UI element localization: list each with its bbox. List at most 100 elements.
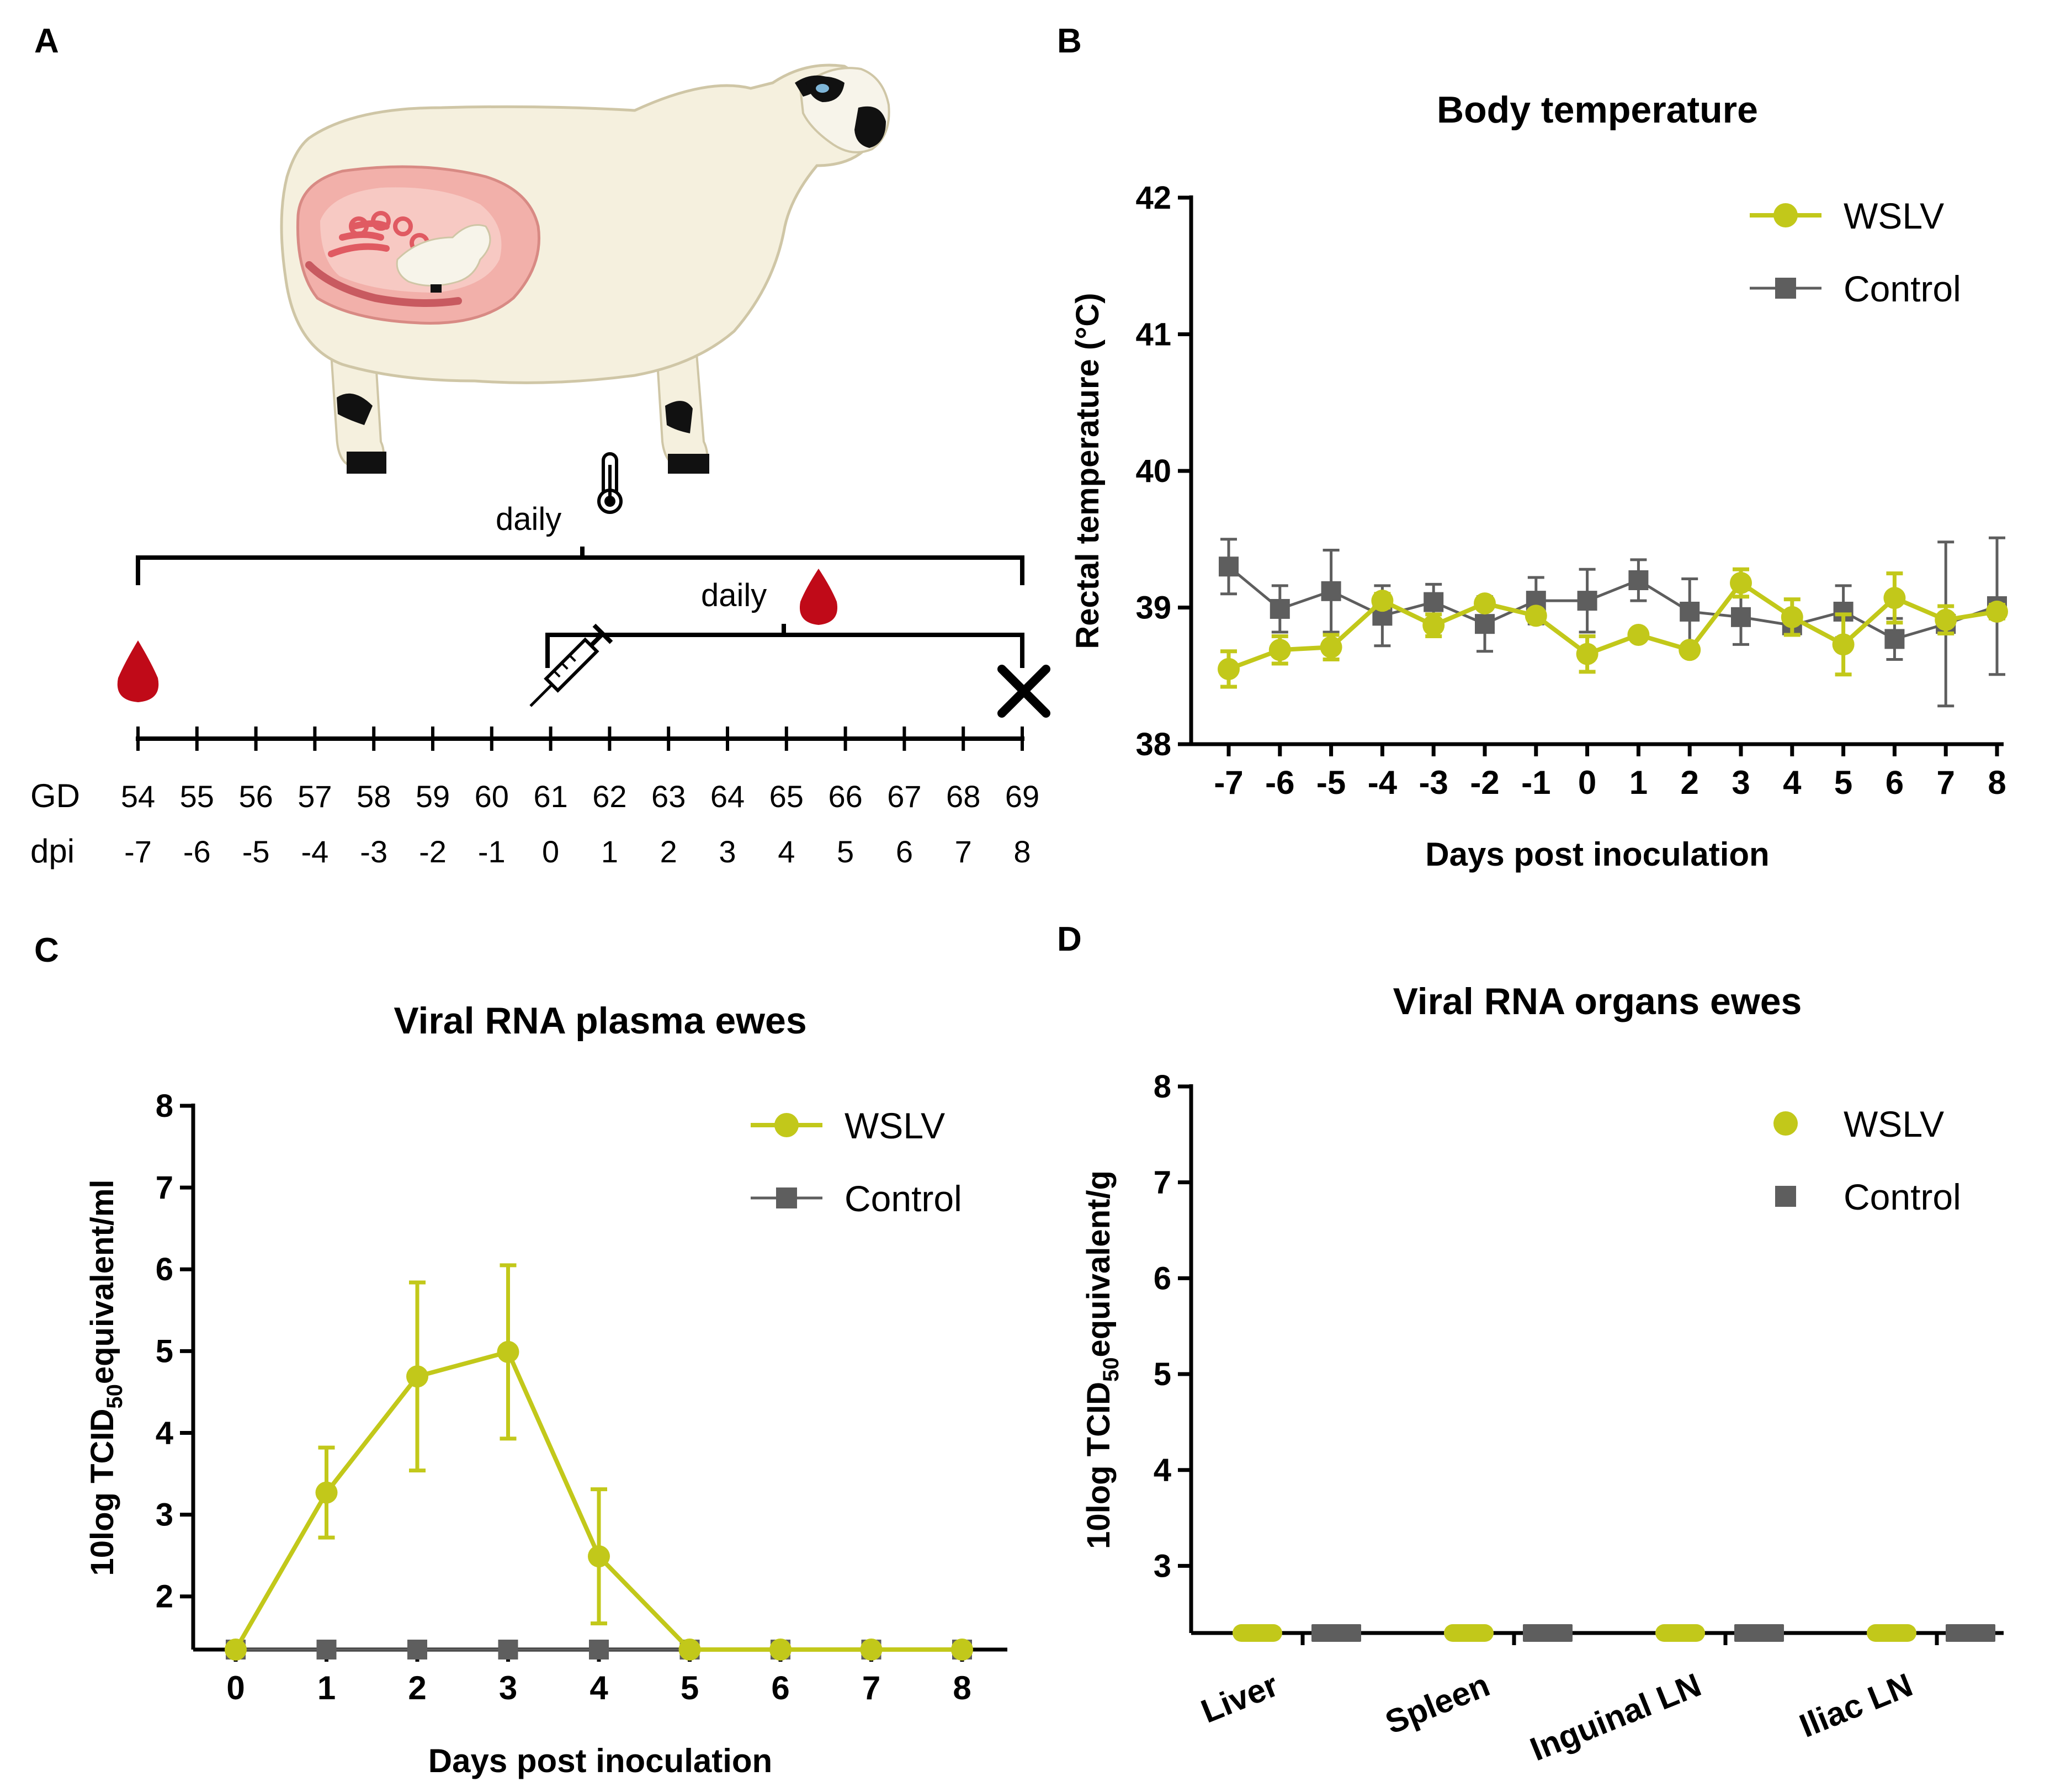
sheep-eye (816, 84, 829, 93)
chart-viral-rna-plasma: Viral RNA plasma ewes 2 3 4 5 6 7 8 10log TCID50… (84, 1000, 1007, 1779)
dpi-value: -6 (183, 834, 211, 869)
legend-label: WSLV (1844, 1104, 1944, 1144)
y-tick-label: 4 (1154, 1452, 1171, 1488)
dpi-values: -7 -6 -5 -4 -3 -2 -1 0 1 2 3 4 5 6 7 8 (124, 834, 1031, 869)
gd-value: 63 (651, 779, 686, 814)
y-axis-label: Rectal temperature (°C) (1070, 293, 1106, 649)
gd-value: 58 (357, 779, 391, 814)
series-control (1311, 1624, 1995, 1642)
dpi-value: -1 (478, 834, 506, 869)
data-point-circle (1422, 614, 1445, 637)
data-point-square (407, 1640, 427, 1660)
dpi-value: -4 (301, 834, 329, 869)
data-point-square (1731, 607, 1751, 627)
x-tick-label: Spleen (1380, 1666, 1495, 1741)
x-tick-label: 4 (589, 1669, 608, 1706)
gd-value: 67 (887, 779, 921, 814)
data-point-circle (1218, 658, 1240, 680)
x-tick-label: Liver (1196, 1666, 1283, 1730)
sampling-bracket (545, 624, 1024, 668)
legend-marker-circle (1773, 203, 1798, 227)
x-tick-label: Inguinal LN (1525, 1666, 1706, 1768)
cross-icon (997, 665, 1050, 718)
gd-value: 64 (710, 779, 745, 814)
x-tick-label: 5 (681, 1669, 699, 1706)
y-tick-label: 3 (1154, 1548, 1171, 1584)
panel-b-label: B (1057, 22, 1082, 60)
y-tick-label: 38 (1135, 727, 1171, 762)
data-point-circle (1233, 1624, 1282, 1642)
panel-d-label: D (1057, 920, 1082, 958)
gd-value: 60 (475, 779, 509, 814)
x-tick-label: 6 (771, 1669, 789, 1706)
gd-value: 66 (828, 779, 862, 814)
gd-label: GD (30, 777, 80, 814)
x-tick-label: -5 (1316, 764, 1346, 801)
data-point-circle (497, 1340, 519, 1363)
data-point-circle (860, 1639, 883, 1661)
y-axis-label: 10log TCID50equivalent/ml (84, 1179, 127, 1576)
series-wslv (1233, 1624, 1916, 1642)
data-point-square (1219, 556, 1239, 577)
x-tick-label: 7 (862, 1669, 880, 1706)
x-tick-label: Iliac LN (1794, 1666, 1918, 1745)
sheep-illustration (280, 63, 890, 474)
data-point-square (1475, 614, 1495, 634)
x-tick-label: 6 (1886, 764, 1904, 801)
dpi-value: -2 (419, 834, 447, 869)
daily-temperature-label: daily (496, 501, 561, 537)
x-tick-label: 8 (1988, 764, 2006, 801)
gd-value: 55 (180, 779, 214, 814)
y-tick-label: 5 (1154, 1356, 1171, 1392)
data-point-square (1734, 1624, 1784, 1642)
x-tick-label: 0 (226, 1669, 245, 1706)
legend-label: Control (845, 1178, 962, 1219)
gd-value: 57 (298, 779, 332, 814)
dpi-value: -3 (360, 834, 387, 869)
dpi-value: 4 (778, 834, 795, 869)
y-tick-label: 6 (1154, 1260, 1171, 1296)
data-point-square (1628, 570, 1649, 590)
data-point-circle (1320, 636, 1342, 659)
legend-marker-square (776, 1187, 797, 1208)
chart-title: Body temperature (1437, 89, 1758, 131)
x-tick-label: 4 (1783, 764, 1802, 801)
y-tick-label: 4 (156, 1415, 173, 1451)
legend-marker-circle (1773, 1111, 1798, 1136)
data-point-circle (1781, 606, 1803, 628)
data-point-circle (225, 1639, 247, 1661)
y-tick-label: 2 (156, 1579, 173, 1615)
data-point-circle (1935, 608, 1957, 631)
dpi-value: 0 (542, 834, 559, 869)
panel-c: C Viral RNA plasma ewes 2 3 4 5 6 7 8 10log TCID… (34, 931, 1007, 1779)
data-point-circle (588, 1545, 610, 1568)
data-point-square (498, 1640, 518, 1660)
x-tick-label: -1 (1521, 764, 1550, 801)
x-tick-label: 5 (1834, 764, 1852, 801)
dpi-value: 1 (601, 834, 618, 869)
y-tick-label: 7 (156, 1170, 173, 1206)
y-tick-label: 3 (156, 1497, 173, 1533)
data-point-square (589, 1640, 609, 1660)
data-point-square (316, 1640, 337, 1660)
dpi-value: 6 (896, 834, 913, 869)
lamb-hoof (431, 284, 442, 293)
placentome (371, 211, 391, 231)
legend-marker-circle (774, 1113, 799, 1137)
dpi-label: dpi (30, 833, 75, 870)
data-point-circle (769, 1639, 792, 1661)
data-point-circle (315, 1481, 338, 1504)
x-axis-label: Days post inoculation (1425, 836, 1769, 873)
dpi-value: 5 (837, 834, 854, 869)
y-axis-label: 10log TCID50equivalent/g (1081, 1170, 1123, 1549)
data-point-circle (678, 1639, 701, 1661)
x-tick-label: 0 (1578, 764, 1596, 801)
sheep-hoof-front (668, 454, 709, 474)
data-point-square (1523, 1624, 1573, 1642)
series-line (1228, 580, 1998, 671)
dpi-value: 3 (719, 834, 736, 869)
y-tick-label: 5 (156, 1333, 173, 1369)
chart-viral-rna-organs: Viral RNA organs ewes 3 4 5 6 7 8 10log TCID50e… (1081, 980, 2004, 1768)
